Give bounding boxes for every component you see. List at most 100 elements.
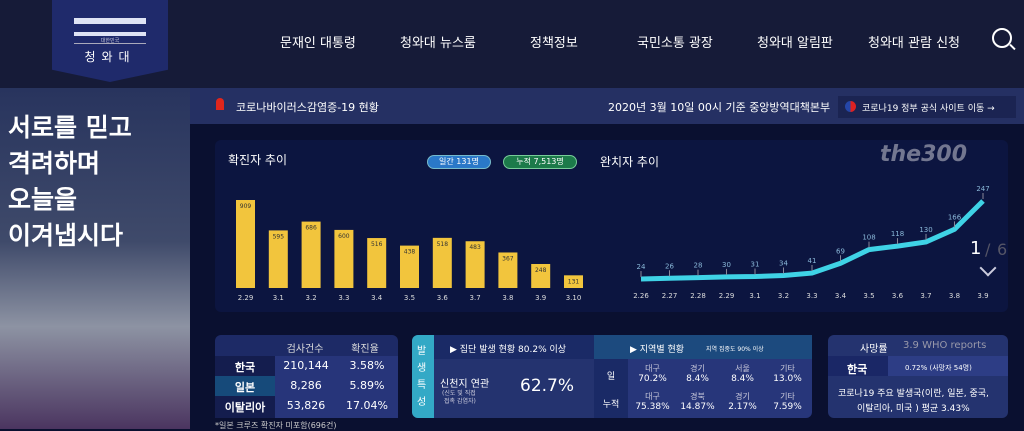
x-tick-label: 3.7 (920, 292, 931, 300)
official-site-button[interactable]: 코로나19 정부 공식 사이트 이동 → (838, 96, 1016, 118)
col-header: 확진율 (351, 344, 379, 355)
bar-value-label: 438 (404, 249, 416, 256)
bar-value-label: 595 (273, 233, 285, 240)
daily-badge: 일간 131명 (427, 155, 491, 169)
recovered-title: 완치자 추이 (600, 155, 660, 169)
watermark: the300 (880, 142, 968, 167)
tests-table (215, 335, 398, 418)
death-avg: 코로나19 주요 발생국(이란, 일본, 중국, (838, 389, 989, 399)
point-value-label: 26 (665, 262, 674, 270)
x-tick-label: 3.9 (535, 294, 546, 302)
x-tick-label: 3.1 (273, 294, 284, 302)
x-tick-label: 2.26 (633, 292, 649, 300)
nav-president[interactable]: 문재인 대통령 (280, 36, 356, 51)
region-title: ▶ 지역별 현황 (630, 345, 685, 355)
nav-notice[interactable]: 청와대 알림판 (757, 36, 833, 51)
region-value: 13.0% (773, 374, 802, 384)
bar-value-label: 909 (240, 203, 252, 210)
region-name: 대구 (645, 392, 660, 401)
death-value: 0.72% (사망자 54명) (905, 364, 972, 372)
hero-line: 서로를 믿고 (8, 113, 132, 142)
recovered-line (640, 199, 985, 282)
x-tick-label: 3.1 (749, 292, 760, 300)
point-value-label: 34 (779, 260, 788, 268)
death-country: 한국 (847, 363, 868, 376)
x-tick-label: 3.7 (470, 294, 481, 302)
point-value-label: 30 (722, 261, 731, 269)
cluster-label: 신천지 연관 (440, 379, 490, 390)
bar (268, 230, 288, 288)
tests-value: 210,144 (283, 359, 329, 372)
logo[interactable]: 대한민국 청와대 (52, 0, 168, 82)
x-tick-label: 2.29 (238, 294, 254, 302)
bar (498, 252, 518, 288)
death-label: 사망률 (860, 344, 888, 355)
tests-value: 53,826 (286, 399, 326, 412)
pager-total: 6 (997, 240, 1008, 259)
cluster-title: ▶ 집단 발생 현황 80.2% 이상 (450, 345, 567, 355)
building-icon (74, 18, 146, 36)
x-tick-label: 3.5 (863, 292, 874, 300)
region-name: 기타 (780, 392, 795, 401)
x-tick-label: 3.8 (949, 292, 960, 300)
cluster-sub: 접촉 감염자) (444, 398, 476, 405)
bar (531, 263, 551, 288)
confirmed-title: 확진자 추이 (228, 153, 288, 167)
region-value: 70.2% (638, 374, 667, 384)
region-value: 14.87% (680, 402, 715, 412)
x-tick-label: 3.8 (502, 294, 513, 302)
bar (564, 275, 583, 288)
point-value-label: 108 (862, 234, 875, 242)
hero-line: 오늘을 (8, 185, 78, 214)
region-card (594, 335, 812, 418)
bar-value-label: 367 (502, 255, 514, 262)
taegeuk-icon (845, 101, 856, 112)
bar (236, 200, 255, 288)
point-value-label: 166 (948, 213, 962, 221)
x-tick-label: 3.6 (892, 292, 904, 300)
country-label: 한국 (234, 361, 256, 374)
bar (334, 229, 354, 288)
region-value: 75.38% (635, 402, 670, 412)
region-value: 8.4% (686, 374, 709, 384)
x-tick-label: 3.4 (371, 294, 383, 302)
search-icon[interactable] (992, 28, 1012, 48)
cluster-card (412, 335, 610, 418)
x-tick-label: 3.5 (404, 294, 415, 302)
country-label: 일본 (234, 381, 256, 394)
bar (301, 221, 321, 288)
hero-banner: 서로를 믿고 격려하며 오늘을 이겨냅시다 (0, 88, 190, 429)
nav-tour[interactable]: 청와대 관람 신청 (868, 36, 960, 51)
bar (367, 238, 387, 288)
bar (400, 245, 419, 288)
pager-current: 1 (970, 238, 982, 259)
country-label: 이탈리아 (224, 401, 266, 414)
nav-plaza[interactable]: 국민소통 광장 (637, 36, 713, 51)
x-tick-label: 2.29 (719, 292, 735, 300)
rate-value: 3.58% (349, 359, 385, 372)
cluster-sub: (신도 및 직접 (442, 390, 476, 397)
point-value-label: 130 (919, 226, 932, 234)
bar-value-label: 483 (469, 244, 481, 251)
tests-value: 8,286 (290, 379, 322, 392)
bar (432, 237, 452, 288)
nav-policy[interactable]: 정책정보 (530, 36, 578, 51)
header: 대한민국 청와대 문재인 대통령 청와대 뉴스룸 정책정보 국민소통 광장 청와… (0, 0, 1024, 88)
x-tick-label: 3.2 (778, 292, 789, 300)
x-tick-label: 3.2 (306, 294, 317, 302)
region-name: 서울 (735, 364, 750, 373)
death-who: 3.9 WHO reports (903, 340, 987, 351)
death-avg: 이탈리아, 미국 ) 평균 3.43% (857, 404, 970, 414)
status-title: 코로나바이러스감염증-19 현황 (236, 101, 379, 114)
nav-newsroom[interactable]: 청와대 뉴스룸 (400, 36, 476, 51)
point-value-label: 69 (836, 247, 845, 255)
logo-small-text: 대한민국 (100, 38, 120, 44)
region-value: 2.17% (728, 402, 757, 412)
region-name: 기타 (780, 364, 795, 373)
col-header: 검사건수 (286, 344, 324, 355)
x-tick-label: 3.10 (566, 294, 582, 302)
cluster-value: 62.7% (520, 376, 575, 396)
region-subtitle: 지역 집중도 90% 이상 (706, 346, 764, 353)
